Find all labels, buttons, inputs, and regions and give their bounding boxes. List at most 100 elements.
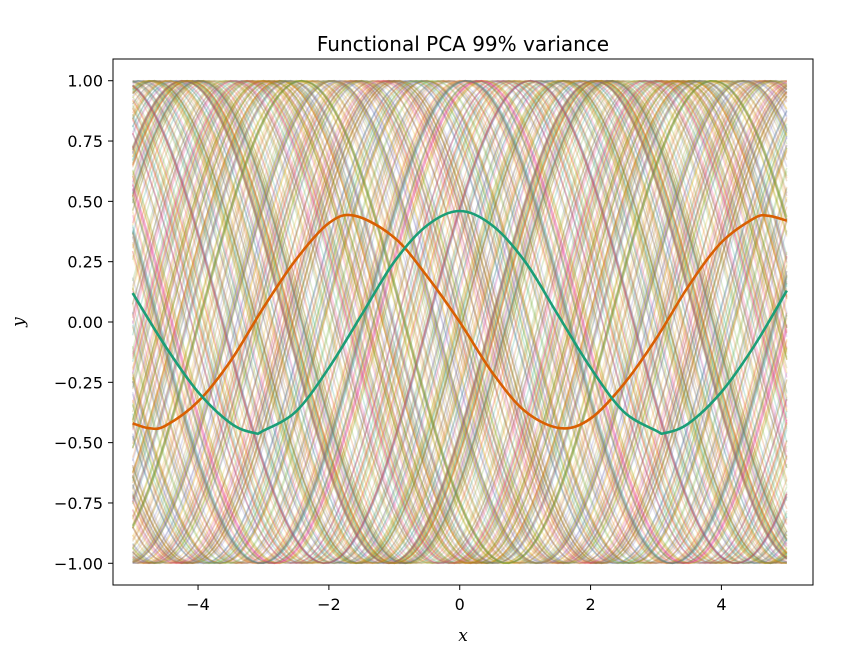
background-curve [131,79,788,565]
background-curve [131,79,788,565]
background-curve [131,79,788,565]
background-curve [131,79,788,564]
background-curve [132,79,788,565]
background-curve [131,79,788,564]
background-curve [132,79,788,565]
y-tick-label: 0.50 [67,192,103,211]
background-curve [131,80,788,565]
background-curve [131,79,788,565]
background-curve [131,79,788,565]
background-curve [131,79,788,565]
background-curve [132,79,788,565]
background-curve [132,79,788,565]
background-curve [131,79,788,565]
background-curve [131,79,788,565]
background-curve [131,79,788,565]
background-curve [132,79,788,565]
background-curve [132,79,788,564]
background-curve [131,80,788,565]
background-curve [131,79,788,565]
background-curve [132,79,788,565]
background-curve [131,79,788,565]
background-curve [132,79,788,565]
background-curve [131,79,788,565]
background-curve [131,79,788,565]
background-curve [131,80,788,565]
background-curve [131,80,788,565]
background-curve [132,79,788,564]
background-curve [132,79,788,565]
background-curve [131,79,788,565]
background-curve [131,79,788,565]
background-curve [131,79,788,565]
background-curve [131,79,788,565]
background-curve [131,80,788,565]
background-curve [131,79,788,565]
background-curve [131,79,788,565]
background-curve [131,79,788,565]
background-curve [131,79,788,565]
x-axis-label: x [458,626,468,646]
background-curve [131,79,788,564]
background-curve [131,79,788,565]
background-curve [131,79,787,565]
background-curve [131,79,788,565]
background-curve [132,79,788,565]
background-curve [131,79,788,565]
background-curve [131,79,788,565]
background-curve [131,79,788,565]
background-curve [131,79,788,565]
background-curve [131,79,788,565]
background-curve [131,79,788,564]
background-curve [131,79,788,565]
background-curve [132,80,788,565]
x-axis: −4 −2 0 2 4 [186,585,727,614]
background-curve [131,79,788,565]
background-curve [131,79,788,565]
background-curve [132,79,788,565]
background-curve [132,80,788,565]
y-tick-label: −1.00 [54,554,103,573]
background-curve [131,79,788,565]
background-curve [132,79,788,565]
background-curve [131,79,788,565]
background-curve [131,79,788,565]
background-curve [131,79,788,565]
background-curve [131,79,788,565]
background-curve [131,79,788,565]
background-curve [131,79,788,565]
background-curve [132,79,788,565]
background-curve [131,80,788,565]
background-curve [131,79,788,565]
background-curve [132,79,788,565]
background-curve [131,79,788,564]
background-curve [131,80,788,565]
y-tick-label: −0.50 [54,434,103,453]
background-curve [132,79,788,565]
background-curve [131,79,788,565]
background-curve [131,79,788,565]
background-curve [131,80,788,565]
background-curve [131,79,788,565]
background-curve [131,79,788,565]
background-curve [132,79,788,565]
background-curve [131,79,788,565]
background-curve [131,79,788,565]
background-curve [131,79,788,565]
background-curve [131,79,788,565]
x-tick-label: −4 [186,595,210,614]
background-curve [131,79,788,565]
background-curve [131,79,788,565]
background-curve [131,79,788,565]
background-curve [131,79,788,565]
background-curve [131,79,787,565]
background-curve [131,79,788,565]
background-curve [131,79,788,565]
background-curve [132,79,788,564]
y-tick-label: −0.75 [54,494,103,513]
background-curve [131,79,788,565]
background-curve [131,80,788,565]
background-curve [131,79,788,565]
background-curve [131,79,788,565]
background-curve [131,79,788,565]
